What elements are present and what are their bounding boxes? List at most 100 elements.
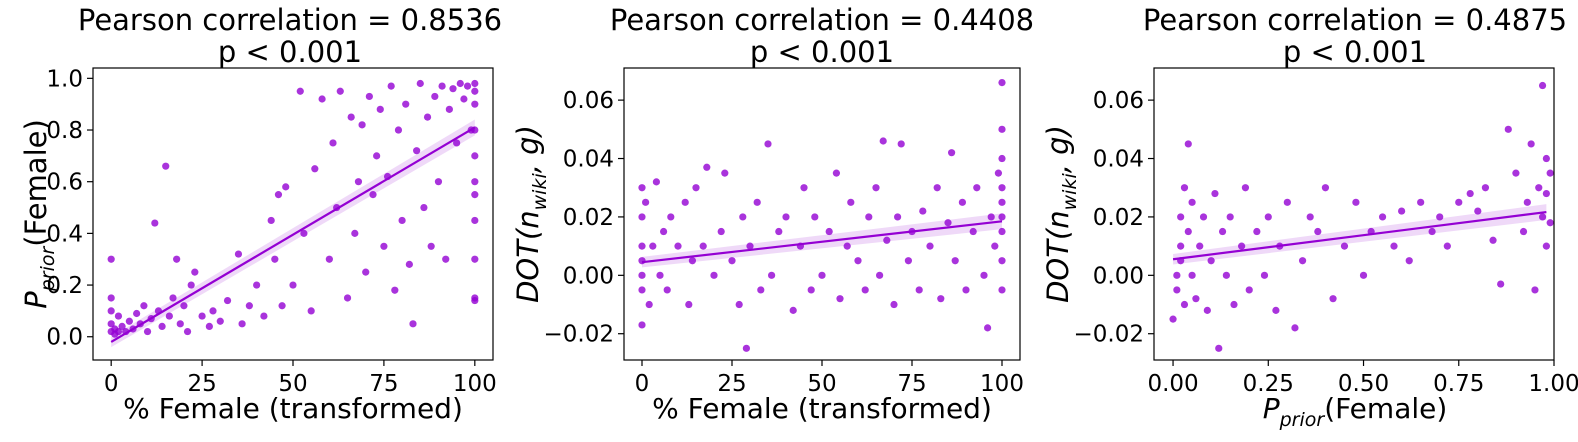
- panel-2-frame: [623, 67, 1021, 361]
- panel-2-point: [652, 178, 661, 186]
- panel-2-point: [876, 271, 884, 279]
- panel-3-point: [1215, 344, 1223, 352]
- panel-2-point: [890, 300, 898, 309]
- panel-2-point: [998, 79, 1006, 87]
- panel-2-point: [854, 257, 862, 265]
- panel-3-point: [1512, 169, 1520, 177]
- panel-2-point: [638, 242, 646, 250]
- panel-1-ticks: 0 25 50 75 100 0.0 0.2 0.4 0.6 0.8 1.0: [46, 66, 496, 397]
- panel-1-point: [358, 121, 366, 129]
- panel-1-point: [362, 268, 370, 276]
- panel-3-point: [1538, 213, 1547, 221]
- panel-3-x-tick-label: 0.50: [1338, 371, 1389, 397]
- panel-1-x-tick-label: 0: [104, 371, 119, 397]
- panel-3-point: [1352, 198, 1360, 206]
- panel-3-point: [1428, 227, 1436, 236]
- panel-2-point: [872, 184, 880, 192]
- panel-3-point: [1359, 271, 1368, 279]
- panel-2-point: [962, 286, 970, 294]
- panel-1-point: [416, 79, 424, 88]
- panel-1-point: [449, 85, 457, 93]
- panel-2-point: [710, 271, 718, 279]
- panel-1-point: [471, 296, 479, 305]
- panel-1-frame: [92, 67, 494, 361]
- panel-2-y-tick-label: 0.04: [563, 147, 614, 173]
- panel-2-point: [674, 242, 682, 250]
- panel-2-point: [865, 213, 873, 221]
- panel-3-point: [1497, 280, 1505, 288]
- panel-2-x-tick-label: 0: [635, 371, 650, 397]
- panel-3-point: [1542, 189, 1550, 198]
- panel-1-point: [453, 139, 461, 147]
- panel-2-point: [775, 227, 783, 236]
- panel-1-marks: [107, 79, 479, 348]
- panel-2-point: [789, 306, 797, 314]
- panel-1-point: [140, 302, 148, 310]
- panel-1-point: [107, 320, 115, 328]
- panel-3-point: [1321, 184, 1330, 192]
- panel-3-point: [1298, 257, 1307, 265]
- panel-3-point: [1504, 125, 1512, 133]
- panel-3-point: [1398, 207, 1406, 215]
- panel-3-y-label-main: DOT(n: [1041, 210, 1075, 303]
- panel-2-x-label: % Female (transformed): [652, 392, 992, 425]
- panel-2-point: [746, 242, 754, 250]
- panel-1-point: [351, 229, 359, 237]
- panel-1-point: [391, 286, 399, 294]
- panel-1-point: [282, 183, 290, 191]
- panel-1-subtitle: p < 0.001: [218, 35, 362, 69]
- panel-3-x-label: Pprior(Female): [1263, 392, 1448, 431]
- panel-3-point: [1542, 154, 1550, 163]
- panel-2-point: [998, 286, 1006, 294]
- panel-1-point: [223, 296, 232, 305]
- panel-1-y-tick-label: 0.2: [46, 273, 83, 299]
- panel-3-point: [1188, 198, 1196, 206]
- panel-1-point: [471, 100, 479, 108]
- panel-2-point: [937, 295, 945, 303]
- panel-3-point: [1314, 227, 1322, 236]
- panel-1-point: [471, 87, 479, 95]
- panel-2-point: [847, 198, 855, 206]
- panel-2-point: [807, 286, 815, 294]
- panel-1-point: [354, 178, 363, 186]
- panel-2-point: [735, 300, 743, 309]
- panel-2-point: [638, 184, 646, 192]
- panel-2-title: Pearson correlation = 0.4408: [610, 3, 1034, 37]
- panel-1-point: [253, 281, 261, 289]
- panel-3-point: [1340, 242, 1349, 250]
- panel-1-point: [402, 100, 410, 108]
- panel-1-point: [431, 92, 439, 101]
- panel-1-point: [394, 126, 403, 134]
- panel-2-point: [638, 257, 646, 265]
- panel-3-point: [1177, 242, 1185, 250]
- panel-3-x-label-sub: prior: [1279, 409, 1326, 431]
- panel-1-title: Pearson correlation = 0.8536: [78, 3, 502, 37]
- panel-3-point: [1436, 213, 1444, 221]
- panel-2-point: [998, 227, 1006, 236]
- panel-2-point: [811, 213, 819, 221]
- panel-3-point: [1443, 242, 1451, 250]
- panel-2-point: [998, 125, 1006, 133]
- panel-1-x-tick-label: 75: [369, 371, 398, 397]
- panel-1-point: [463, 82, 472, 90]
- panel-2-point: [883, 236, 891, 244]
- panel-1-y-tick-label: 0.6: [46, 170, 83, 196]
- panel-1-point: [165, 312, 173, 320]
- panel-2-y-tick-label: −0.02: [544, 322, 614, 348]
- panel-2-point: [915, 286, 923, 294]
- panel-1-x-tick-label: 100: [453, 371, 497, 397]
- panel-2-point: [642, 198, 650, 206]
- panel-3-y-tick-label: −0.02: [1074, 322, 1144, 348]
- panel-1-x-tick-label: 25: [187, 371, 216, 397]
- panel-3-point: [1226, 213, 1234, 221]
- panel-1-point: [238, 320, 246, 328]
- panel-2-x-tick-label: 50: [807, 371, 836, 397]
- panel-1-point: [296, 87, 304, 95]
- panel-2-point: [836, 295, 844, 303]
- panel-1-point: [176, 320, 184, 328]
- panel-1-point: [471, 216, 479, 225]
- panel-1-point: [343, 294, 352, 302]
- panel-1-point: [187, 281, 195, 289]
- panel-2-point: [991, 242, 999, 250]
